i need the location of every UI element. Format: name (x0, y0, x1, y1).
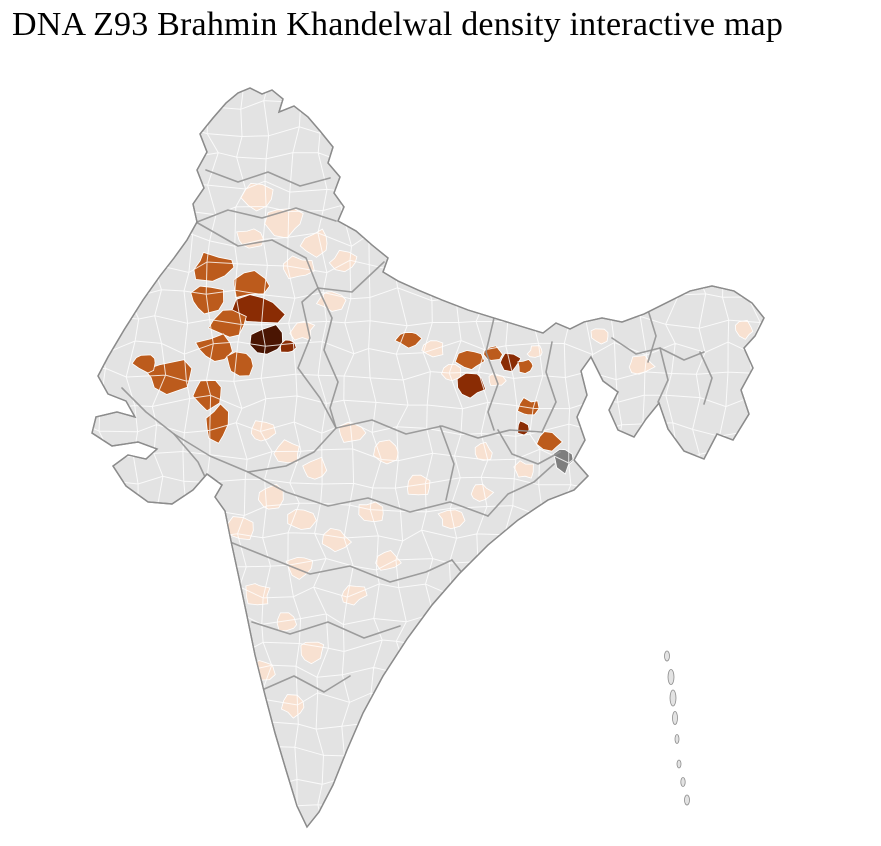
district-med-21[interactable] (394, 332, 423, 349)
district-max-5[interactable] (249, 324, 284, 355)
india-outline (91, 87, 765, 829)
district-med-33[interactable] (536, 431, 564, 452)
island[interactable] (684, 794, 690, 806)
island[interactable] (676, 759, 682, 769)
island[interactable] (680, 777, 686, 787)
district-low-48[interactable] (470, 484, 495, 502)
district-low-44[interactable] (321, 527, 353, 553)
district-low-58[interactable] (590, 328, 609, 345)
island[interactable] (669, 689, 677, 707)
district-low-38[interactable] (302, 456, 328, 480)
district-low-55[interactable] (300, 641, 325, 665)
district-low-41[interactable] (257, 483, 284, 510)
district-low-54[interactable] (276, 612, 298, 632)
district-med-10[interactable] (131, 354, 156, 374)
district-med-0[interactable] (193, 251, 235, 282)
district-med-12[interactable] (205, 403, 229, 444)
district-med-8[interactable] (226, 351, 254, 377)
district-med-7[interactable] (194, 333, 233, 362)
district-med-9[interactable] (144, 359, 193, 395)
district-high-26[interactable] (499, 352, 522, 373)
island[interactable] (674, 734, 680, 744)
district-med-31[interactable] (517, 397, 540, 416)
district-med-24[interactable] (454, 350, 486, 371)
district-low-47[interactable] (437, 509, 466, 530)
district-low-28[interactable] (526, 345, 543, 358)
district-low-20[interactable] (289, 320, 316, 341)
district-low-51[interactable] (341, 585, 368, 606)
island[interactable] (664, 650, 670, 662)
andaman-nicobar-islands[interactable] (664, 650, 690, 806)
district-low-22[interactable] (421, 340, 444, 358)
district-low-15[interactable] (299, 228, 328, 258)
island[interactable] (672, 711, 678, 725)
density-districts[interactable] (131, 182, 754, 719)
district-low-40[interactable] (373, 439, 399, 465)
district-low-60[interactable] (734, 319, 754, 340)
island[interactable] (667, 669, 675, 685)
map-title: DNA Z93 Brahmin Khandelwal density inter… (12, 6, 784, 43)
india-landmass[interactable] (91, 87, 765, 829)
state-boundaries (121, 169, 713, 693)
district-med-27[interactable] (517, 359, 534, 374)
